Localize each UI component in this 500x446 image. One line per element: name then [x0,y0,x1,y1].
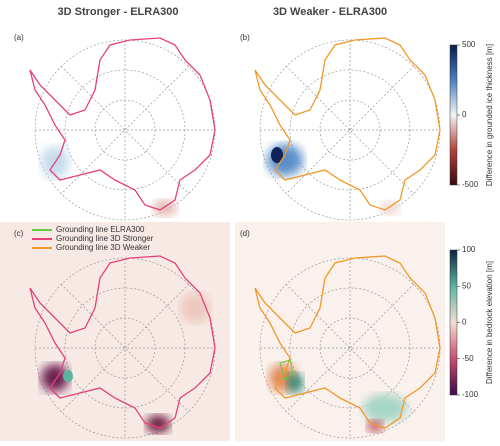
column-title: 3D Stronger - ELRA300 [57,6,178,18]
colorbar [449,44,458,186]
legend-label: Grounding line 3D Stronger [56,234,154,243]
colorbar-tick-label: 500 [462,40,476,49]
panel-bg [0,222,230,441]
colorbar [449,249,458,396]
colorbar-tick-label: 0 [462,318,467,327]
colorbar-tick-label: -50 [462,354,474,363]
map-c [29,255,216,439]
colorbar-tick-label: 0 [462,110,467,119]
colorbar-tick-label: 100 [462,245,476,254]
colorbar-tick-label: -500 [462,180,479,189]
map-b [254,37,441,221]
panel-label: (c) [14,229,24,238]
colorbar-label: Difference in bedrock elevation [m] [485,261,494,384]
map-d [254,255,441,439]
column-title: 3D Weaker - ELRA300 [273,6,387,18]
colorbar-tick-label: -100 [462,390,479,399]
legend-label: Grounding line 3D Weaker [56,243,150,252]
panel-label: (d) [240,229,250,238]
colorbar-tick-label: 50 [462,281,471,290]
map-a [29,37,216,221]
legend-label: Grounding line ELRA300 [56,225,145,234]
panel-bg [235,222,445,441]
colorbar-label: Difference in grounded ice thickness [m] [485,44,494,186]
panel-label: (b) [240,33,250,42]
panel-label: (a) [14,33,24,42]
